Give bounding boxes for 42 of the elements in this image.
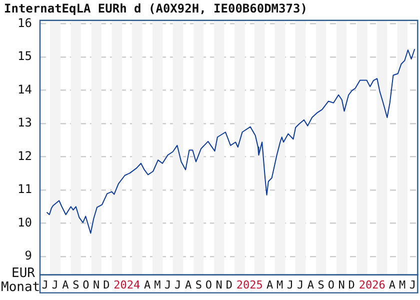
- x-axis-title: Monat: [1, 280, 40, 296]
- y-tick-label: 14: [18, 82, 32, 96]
- x-tick-label: D: [103, 278, 110, 292]
- x-tick-label: D: [348, 278, 355, 292]
- x-tick-label: N: [93, 278, 100, 292]
- x-tick-label: N: [338, 278, 345, 292]
- y-tick-label: 13: [18, 116, 32, 130]
- x-tick-label: J: [296, 278, 304, 292]
- x-tick-label: A: [388, 278, 396, 292]
- y-tick-label: 10: [18, 215, 32, 230]
- x-tick-label: O: [205, 278, 212, 292]
- y-tick-label: 12: [18, 148, 32, 163]
- x-tick-label: A: [307, 278, 314, 292]
- x-tick-label: O: [328, 278, 334, 292]
- y-axis-title: EUR: [12, 266, 36, 282]
- y-tick-label: 15: [18, 49, 32, 64]
- y-tick-label: 16: [18, 16, 32, 30]
- x-tick-label: J: [52, 278, 58, 292]
- x-tick-label: S: [318, 278, 324, 292]
- x-tick-label: J: [286, 278, 294, 292]
- x-tick-label: J: [164, 278, 172, 292]
- x-tick-label: M: [276, 278, 284, 292]
- y-tick-label: 9: [24, 248, 32, 263]
- x-tick-label: A: [184, 278, 192, 292]
- x-tick-label: M: [398, 278, 406, 292]
- x-tick-label: J: [174, 278, 182, 292]
- x-tick-label: S: [72, 278, 80, 292]
- x-tick-label: A: [62, 278, 70, 292]
- x-tick-label: A: [144, 278, 152, 292]
- x-tick-label: 2025: [236, 278, 263, 292]
- y-tick-label: 11: [18, 182, 32, 196]
- x-tick-label: M: [154, 278, 162, 292]
- x-tick-label: 2024: [114, 278, 140, 292]
- x-tick-label: S: [195, 278, 202, 292]
- x-tick-label: J: [42, 278, 48, 292]
- x-tick-label: A: [266, 278, 274, 292]
- x-tick-label: N: [216, 278, 222, 292]
- x-tick-label: O: [82, 278, 90, 292]
- chart-title: InternatEqLA EURh d (A0X92H, IE00B60DM373): [4, 1, 308, 16]
- x-tick-label: J: [409, 278, 416, 292]
- x-tick-label: 2026: [358, 278, 386, 292]
- x-tick-label: D: [226, 278, 232, 292]
